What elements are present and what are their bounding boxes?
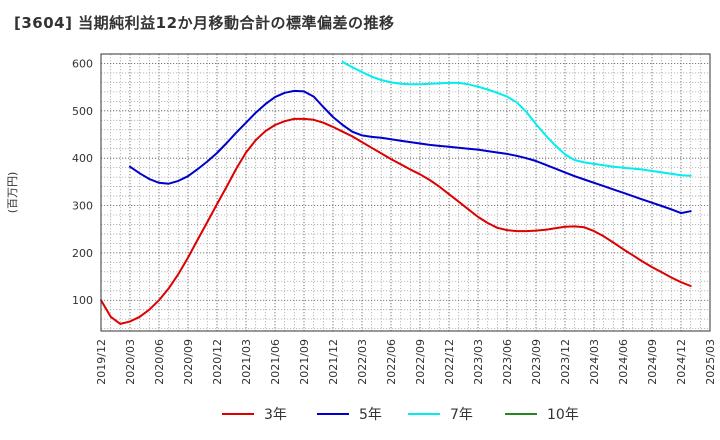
x-tick-label: 2021/12 (327, 339, 340, 385)
x-tick-label: 2022/12 (443, 339, 456, 385)
series-line-5年 (129, 89, 692, 215)
x-tick-label: 2021/03 (240, 339, 253, 385)
chart-title: [3604] 当期純利益12か月移動合計の標準偏差の推移 (14, 14, 395, 32)
x-tick-label: 2022/06 (385, 339, 398, 385)
x-tick-label: 2022/03 (356, 339, 369, 385)
x-tick-label: 2022/09 (414, 339, 427, 385)
y-tick-label: 200 (72, 247, 93, 260)
legend-label: 10年 (547, 407, 579, 423)
x-tick-label: 2019/12 (95, 339, 108, 385)
y-tick-label: 300 (72, 200, 93, 213)
plot-frame (100, 53, 711, 332)
y-tick-label: 600 (72, 57, 93, 70)
legend-label: 7年 (450, 407, 473, 423)
x-tick-label: 2023/09 (530, 339, 543, 385)
y-tick-label: 100 (72, 294, 93, 307)
x-tick-label: 2021/09 (298, 339, 311, 385)
legend: 3年 5年 7年 10年 (222, 407, 579, 423)
grid-lines (101, 54, 710, 331)
x-tick-label: 2021/06 (269, 339, 282, 385)
x-tick-label: 2025/03 (704, 339, 717, 385)
series-lines (100, 61, 692, 325)
legend-label: 5年 (359, 407, 382, 423)
legend-label: 3年 (264, 407, 287, 423)
x-tick-label: 2024/06 (617, 339, 630, 385)
x-tick-label: 2020/09 (182, 339, 195, 385)
y-axis-label: (百万円) (6, 172, 19, 214)
y-tick-label: 500 (72, 105, 93, 118)
y-axis-ticks: 100 200 300 400 500 600 (72, 57, 93, 307)
series-line-7年 (341, 61, 692, 177)
x-tick-label: 2020/12 (211, 339, 224, 385)
x-tick-label: 2023/03 (472, 339, 485, 385)
x-tick-label: 2023/12 (559, 339, 572, 385)
x-tick-label: 2024/03 (588, 339, 601, 385)
x-axis-ticks: 2019/12 2020/03 2020/06 2020/09 2020/12 2021/… (95, 339, 717, 385)
series-line-3年 (100, 117, 692, 325)
x-tick-label: 2023/06 (501, 339, 514, 385)
x-tick-label: 2020/06 (153, 339, 166, 385)
y-tick-label: 400 (72, 152, 93, 165)
x-tick-label: 2024/09 (646, 339, 659, 385)
x-tick-label: 2024/12 (675, 339, 688, 385)
x-tick-label: 2020/03 (124, 339, 137, 385)
